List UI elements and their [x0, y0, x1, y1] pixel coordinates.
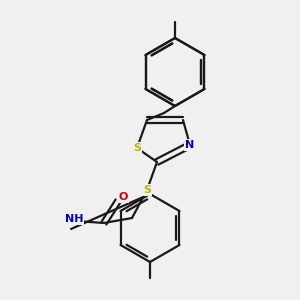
Text: N: N [185, 140, 195, 150]
Text: NH: NH [65, 214, 83, 224]
Text: O: O [118, 192, 128, 202]
Text: S: S [143, 185, 151, 195]
Text: S: S [133, 143, 141, 153]
